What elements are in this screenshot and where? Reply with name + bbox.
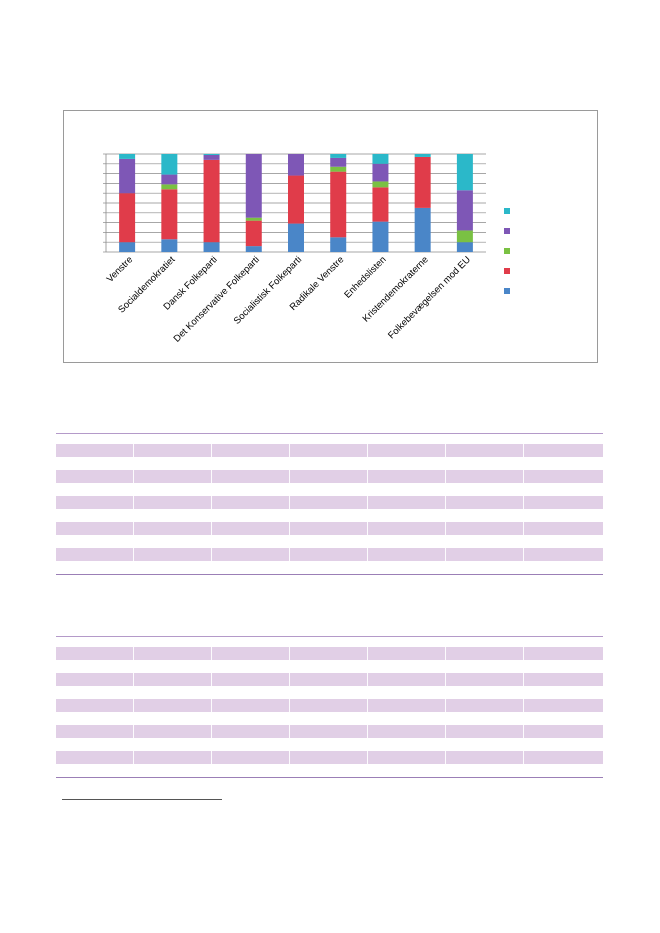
bar-segment (372, 181, 389, 188)
bar-segment (330, 154, 347, 158)
x-tick-label: Enhedslisten (342, 254, 388, 300)
bar-segment (330, 166, 347, 172)
legend-swatch (504, 248, 510, 254)
table-row (56, 751, 603, 764)
bar-segment (456, 230, 473, 243)
bar-segment (203, 154, 220, 160)
data-table-2 (56, 636, 603, 778)
table-row (56, 725, 603, 738)
footnote-separator (62, 799, 222, 800)
table-row (56, 496, 603, 509)
table-row (56, 522, 603, 535)
bar-segment (119, 158, 136, 194)
bar-segment (288, 154, 304, 176)
bar-segment (161, 184, 178, 190)
chart-frame: Venstre Socialdemokratiet Dansk Folkeparti… (63, 110, 598, 363)
bar-segment (288, 175, 304, 224)
table-row (56, 444, 603, 457)
table-row (56, 686, 603, 699)
table-top-rule (56, 636, 603, 637)
bar-segment (414, 156, 431, 208)
bar-segment (245, 220, 262, 247)
bar-segment (414, 207, 431, 252)
bar-segment (414, 154, 431, 157)
table-bottom-rule (56, 777, 603, 778)
data-table-1 (56, 433, 603, 575)
table-row (56, 647, 603, 660)
bar-segment (161, 239, 178, 252)
table-row (56, 764, 603, 777)
bar-segment (372, 154, 389, 164)
bar-segment (161, 154, 178, 175)
bar-segment (372, 221, 389, 252)
bar-segment (245, 217, 262, 221)
table-row (56, 548, 603, 561)
bar-segment (330, 237, 347, 252)
table-row (56, 509, 603, 522)
table-row (56, 699, 603, 712)
bar-segment (119, 242, 136, 252)
x-tick-label: Folkebevægelsen mod EU (386, 254, 473, 341)
legend-swatch (504, 288, 510, 294)
table-row (56, 483, 603, 496)
bar-segment (456, 190, 473, 231)
table-row (56, 561, 603, 574)
bar-segment (372, 187, 389, 222)
bar-segment (203, 242, 220, 252)
bar-segment (456, 242, 473, 252)
bar-segment (119, 154, 136, 159)
table-row (56, 660, 603, 673)
table-bottom-rule (56, 574, 603, 575)
table-row (56, 738, 603, 751)
bar-segment (288, 223, 304, 252)
table-row (56, 470, 603, 483)
table-row (56, 535, 603, 548)
legend-swatch (504, 228, 510, 234)
table-row (56, 712, 603, 725)
bar-segment (330, 157, 347, 167)
bar-segment (161, 189, 178, 240)
x-tick-label: Venstre (105, 254, 136, 285)
bar-segment (161, 174, 178, 185)
bar-segment (245, 154, 262, 218)
bar-segment (203, 159, 220, 243)
bar-segment (203, 154, 220, 155)
table-row (56, 457, 603, 470)
bar-segment (330, 171, 347, 238)
legend-swatch (504, 208, 510, 214)
x-tick-label: Det Konservative Folkeparti (172, 254, 262, 344)
table-row (56, 673, 603, 686)
bar-segment (372, 163, 389, 182)
bar-segment (456, 154, 473, 191)
table-top-rule (56, 433, 603, 434)
bar-segment (245, 246, 262, 252)
bar-segment (119, 193, 136, 243)
legend-swatch (504, 268, 510, 274)
